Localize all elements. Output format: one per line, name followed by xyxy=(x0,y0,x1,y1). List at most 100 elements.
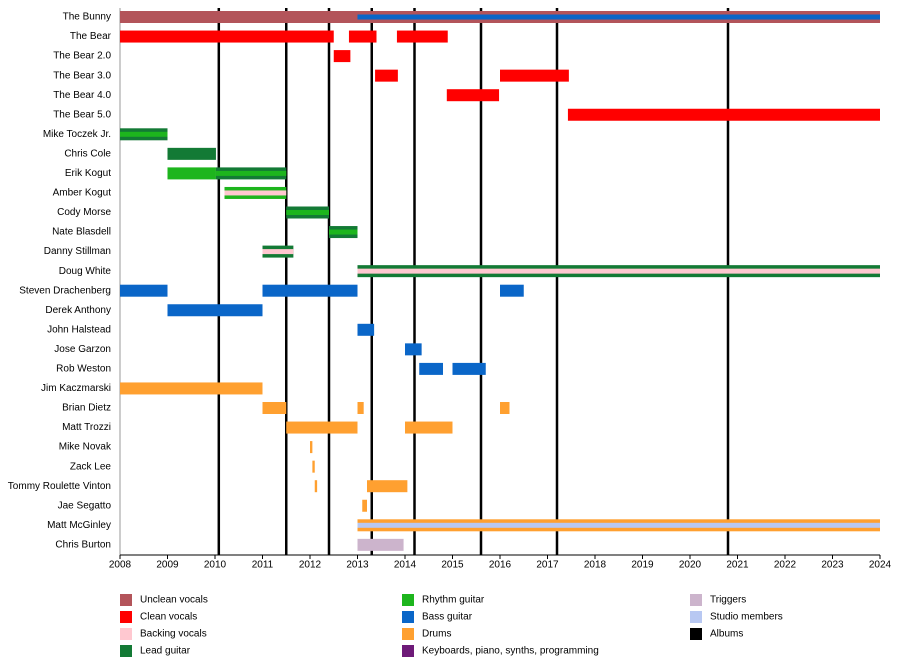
member-bar xyxy=(262,402,287,414)
member-name: Brian Dietz xyxy=(62,403,111,414)
member-name: Amber Kogut xyxy=(53,188,112,199)
member-bar xyxy=(120,284,168,297)
member-name: The Bunny xyxy=(63,12,111,23)
legend-label: Unclean vocals xyxy=(140,595,208,606)
member-bar-inner xyxy=(357,14,880,20)
x-tick-label: 2017 xyxy=(536,560,559,571)
member-name: Mike Novak xyxy=(59,442,112,453)
member-bar xyxy=(500,402,510,414)
x-tick-label: 2013 xyxy=(346,560,369,571)
member-name: Nate Blasdell xyxy=(52,227,111,238)
legend-swatch xyxy=(120,611,132,623)
legend-label: Keyboards, piano, synths, programming xyxy=(422,646,599,657)
member-bar xyxy=(120,30,334,43)
x-tick-label: 2021 xyxy=(726,560,749,571)
member-name: Matt McGinley xyxy=(47,520,111,531)
member-name: Tommy Roulette Vinton xyxy=(8,481,111,492)
member-name: Erik Kogut xyxy=(65,168,111,179)
member-bar xyxy=(357,402,364,414)
member-name: Jim Kaczmarski xyxy=(41,383,111,394)
member-bar xyxy=(314,480,318,493)
member-name: Rob Weston xyxy=(56,364,111,375)
member-bar-inner xyxy=(357,268,880,274)
legend-label: Albums xyxy=(710,629,743,640)
member-bar xyxy=(375,69,398,82)
member-name: Mike Toczek Jr. xyxy=(43,129,111,140)
member-bar xyxy=(357,323,375,336)
member-bar xyxy=(452,362,486,375)
x-tick-label: 2020 xyxy=(679,560,702,571)
x-tick-label: 2014 xyxy=(394,560,417,571)
member-name: The Bear xyxy=(70,31,112,42)
member-name: Matt Trozzi xyxy=(62,422,111,433)
member-bar xyxy=(362,499,367,512)
member-bar xyxy=(286,421,358,434)
x-tick-label: 2023 xyxy=(821,560,844,571)
legend-swatch xyxy=(120,645,132,657)
member-name: John Halstead xyxy=(47,324,111,335)
member-name: Cody Morse xyxy=(57,207,111,218)
member-bar xyxy=(419,362,443,375)
member-bar-inner xyxy=(357,522,880,528)
member-bar xyxy=(167,304,263,317)
member-bar xyxy=(310,441,313,454)
legend-swatch xyxy=(120,628,132,640)
member-bar-inner xyxy=(329,229,358,235)
member-name: The Bear 4.0 xyxy=(53,90,111,101)
member-bar xyxy=(167,147,216,160)
member-bar-inner xyxy=(215,170,287,176)
member-bar xyxy=(500,284,524,297)
member-name: Jose Garzon xyxy=(54,344,111,355)
x-tick-label: 2010 xyxy=(204,560,227,571)
member-bar xyxy=(405,343,422,356)
member-bar xyxy=(567,108,880,121)
legend-label: Triggers xyxy=(710,595,746,606)
legend-label: Clean vocals xyxy=(140,612,197,623)
member-bar xyxy=(348,30,377,43)
x-tick-label: 2012 xyxy=(299,560,322,571)
member-name: Derek Anthony xyxy=(45,305,111,316)
x-tick-label: 2015 xyxy=(441,560,464,571)
member-name: Steven Drachenberg xyxy=(19,285,111,296)
member-bar xyxy=(120,11,358,23)
member-bar-inner xyxy=(262,249,294,255)
legend-swatch xyxy=(690,611,702,623)
member-bar xyxy=(120,382,263,395)
legend-swatch xyxy=(402,628,414,640)
legend-swatch xyxy=(402,611,414,623)
member-name: The Bear 5.0 xyxy=(53,109,111,120)
legend-label: Bass guitar xyxy=(422,612,473,623)
member-name: Chris Burton xyxy=(55,539,111,550)
legend-label: Lead guitar xyxy=(140,646,191,657)
member-name: The Bear 3.0 xyxy=(53,70,111,81)
member-bar xyxy=(396,30,448,43)
x-tick-label: 2008 xyxy=(109,560,132,571)
legend-swatch xyxy=(690,628,702,640)
member-bar xyxy=(446,89,500,102)
member-bar xyxy=(333,50,351,63)
member-bar-inner xyxy=(224,190,287,196)
member-bar xyxy=(500,69,569,82)
member-name: Jae Segatto xyxy=(58,500,112,511)
member-bar-inner xyxy=(120,131,168,137)
member-bar xyxy=(262,284,358,297)
x-tick-label: 2016 xyxy=(489,560,512,571)
x-tick-label: 2011 xyxy=(252,560,274,571)
member-name: Danny Stillman xyxy=(44,246,111,257)
legend-label: Rhythm guitar xyxy=(422,595,485,606)
member-bar xyxy=(167,167,216,180)
member-name: Zack Lee xyxy=(70,461,112,472)
x-tick-label: 2022 xyxy=(774,560,797,571)
member-name: The Bear 2.0 xyxy=(53,51,111,62)
legend-swatch xyxy=(690,594,702,606)
member-bar-inner xyxy=(286,210,329,215)
member-bar xyxy=(367,480,408,493)
legend-swatch xyxy=(402,594,414,606)
member-bar xyxy=(312,460,315,473)
legend-swatch xyxy=(402,645,414,657)
x-tick-label: 2018 xyxy=(584,560,607,571)
member-name: Chris Cole xyxy=(64,148,111,159)
member-bar xyxy=(405,421,453,434)
legend-label: Studio members xyxy=(710,612,783,623)
